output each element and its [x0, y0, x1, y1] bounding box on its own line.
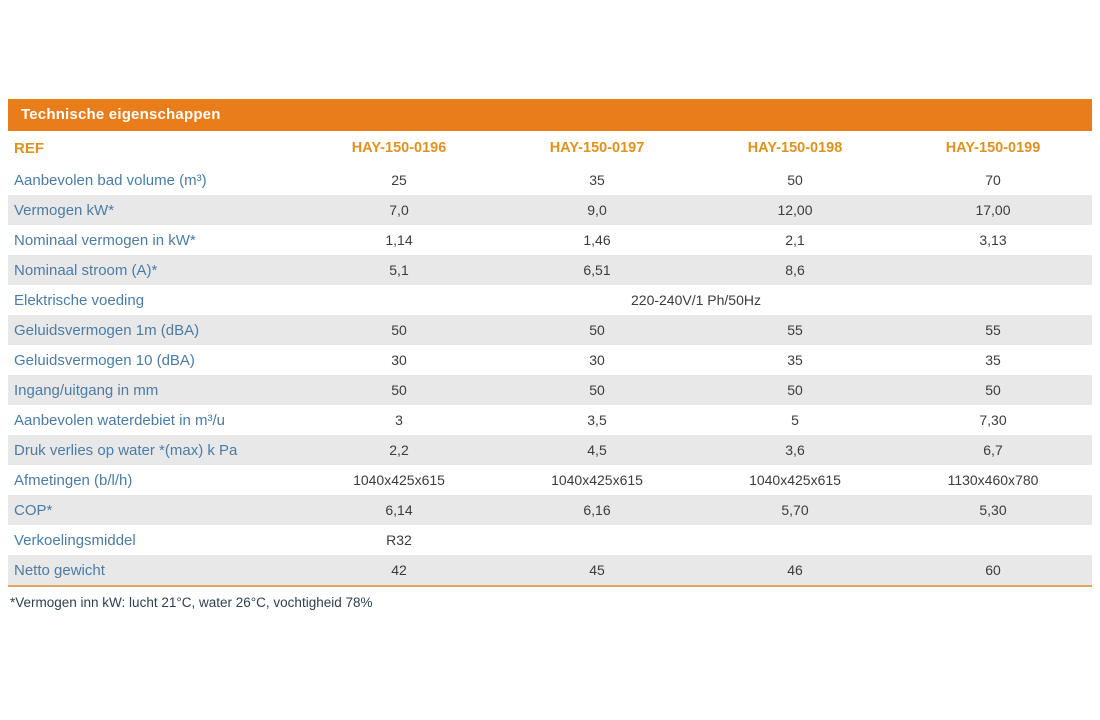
cell-value: 17,00 — [975, 202, 1011, 218]
table-row: Elektrische voeding 220-240V/1 Ph/50Hz — [8, 285, 1092, 315]
cell-value: 6,7 — [983, 442, 1003, 458]
cell-value: 3,5 — [587, 412, 607, 428]
row-label: COP* — [14, 501, 53, 519]
cell-value: 50 — [787, 172, 803, 188]
table-header-row: REF HAY-150-0196 HAY-150-0197 HAY-150-0198… — [8, 131, 1092, 165]
cell-value: 55 — [787, 322, 803, 338]
cell-value: 50 — [787, 382, 803, 398]
row-label: Vermogen kW* — [14, 201, 115, 219]
cell-value: 45 — [589, 562, 605, 578]
column-header: HAY-150-0197 — [549, 140, 645, 156]
cell-value: 5,70 — [781, 502, 809, 518]
cell-value: 6,14 — [385, 502, 413, 518]
cell-value: 35 — [589, 172, 605, 188]
cell-value: 70 — [985, 172, 1001, 188]
cell-value: 50 — [391, 322, 407, 338]
cell-value: 30 — [391, 352, 407, 368]
cell-value: 12,00 — [777, 202, 813, 218]
ref-column-header: REF — [14, 139, 44, 157]
table-title-bar: Technische eigenschappen — [8, 99, 1092, 131]
cell-value: 3 — [395, 412, 403, 428]
cell-value: 5 — [791, 412, 799, 428]
row-label: Aanbevolen bad volume (m³) — [14, 171, 207, 189]
cell-value: 1040x425x615 — [749, 472, 841, 488]
cell-value: 42 — [391, 562, 407, 578]
table-body: Aanbevolen bad volume (m³) 25 35 50 70 Vermog… — [8, 165, 1092, 585]
row-label: Druk verlies op water *(max) k Pa — [14, 441, 238, 459]
cell-value: 50 — [589, 322, 605, 338]
cell-value: 7,0 — [389, 202, 409, 218]
cell-value: 5,1 — [389, 262, 409, 278]
cell-value: 9,0 — [587, 202, 607, 218]
cell-value: 3,6 — [785, 442, 805, 458]
table-row: Nominaal vermogen in kW* 1,14 1,46 2,1 3,13 — [8, 225, 1092, 255]
table-row: Verkoelingsmiddel R32 — [8, 525, 1092, 555]
cell-value: 7,30 — [979, 412, 1007, 428]
cell-value: 35 — [985, 352, 1001, 368]
table-row: Nominaal stroom (A)* 5,1 6,51 8,6 — [8, 255, 1092, 285]
cell-value: 50 — [391, 382, 407, 398]
technical-specs-table: Technische eigenschappen REF HAY-150-019… — [8, 99, 1092, 610]
column-header: HAY-150-0199 — [945, 140, 1041, 156]
table-row: Ingang/uitgang in mm 50 50 50 50 — [8, 375, 1092, 405]
table-bottom-rule — [8, 585, 1092, 587]
cell-value: 3,13 — [979, 232, 1007, 248]
cell-value: 46 — [787, 562, 803, 578]
table-row: Aanbevolen waterdebiet in m³/u 3 3,5 5 7,30 — [8, 405, 1092, 435]
table-row: Geluidsvermogen 10 (dBA) 30 30 35 35 — [8, 345, 1092, 375]
table-row: Vermogen kW* 7,0 9,0 12,00 17,00 — [8, 195, 1092, 225]
row-label: Afmetingen (b/l/h) — [14, 471, 133, 489]
table-row: Druk verlies op water *(max) k Pa 2,2 4,5 3… — [8, 435, 1092, 465]
cell-value: 2,1 — [785, 232, 805, 248]
table-row: Geluidsvermogen 1m (dBA) 50 50 55 55 — [8, 315, 1092, 345]
row-label: Elektrische voeding — [14, 291, 145, 309]
cell-value: 1040x425x615 — [353, 472, 445, 488]
cell-value: 1,14 — [385, 232, 413, 248]
merged-cell-value: 220-240V/1 Ph/50Hz — [631, 292, 761, 308]
row-label: Nominaal stroom (A)* — [14, 261, 158, 279]
row-label: Geluidsvermogen 1m (dBA) — [14, 321, 200, 339]
row-label: Aanbevolen waterdebiet in m³/u — [14, 411, 225, 429]
cell-value: 30 — [589, 352, 605, 368]
cell-value: 4,5 — [587, 442, 607, 458]
cell-value: 6,16 — [583, 502, 611, 518]
cell-value: R32 — [386, 532, 412, 548]
table-row: Aanbevolen bad volume (m³) 25 35 50 70 — [8, 165, 1092, 195]
cell-value: 1040x425x615 — [551, 472, 643, 488]
cell-value: 50 — [985, 382, 1001, 398]
table-row: Afmetingen (b/l/h) 1040x425x615 1040x425x6… — [8, 465, 1092, 495]
cell-value: 25 — [391, 172, 407, 188]
row-label: Verkoelingsmiddel — [14, 531, 136, 549]
column-header: HAY-150-0196 — [351, 140, 447, 156]
cell-value: 35 — [787, 352, 803, 368]
footnote: *Vermogen inn kW: lucht 21°C, water 26°C… — [10, 595, 373, 610]
row-label: Nominaal vermogen in kW* — [14, 231, 196, 249]
cell-value: 8,6 — [785, 262, 805, 278]
cell-value: 55 — [985, 322, 1001, 338]
table-row: COP* 6,14 6,16 5,70 5,30 — [8, 495, 1092, 525]
cell-value: 1130x460x780 — [947, 472, 1039, 488]
row-label: Geluidsvermogen 10 (dBA) — [14, 351, 195, 369]
row-label: Ingang/uitgang in mm — [14, 381, 159, 399]
row-label: Netto gewicht — [14, 561, 105, 579]
cell-value: 1,46 — [583, 232, 611, 248]
cell-value: 50 — [589, 382, 605, 398]
cell-value: 5,30 — [979, 502, 1007, 518]
cell-value: 6,51 — [583, 262, 611, 278]
cell-value: 60 — [985, 562, 1001, 578]
table-title: Technische eigenschappen — [21, 106, 221, 123]
cell-value: 2,2 — [389, 442, 409, 458]
table-row: Netto gewicht 42 45 46 60 — [8, 555, 1092, 585]
column-header: HAY-150-0198 — [747, 140, 843, 156]
